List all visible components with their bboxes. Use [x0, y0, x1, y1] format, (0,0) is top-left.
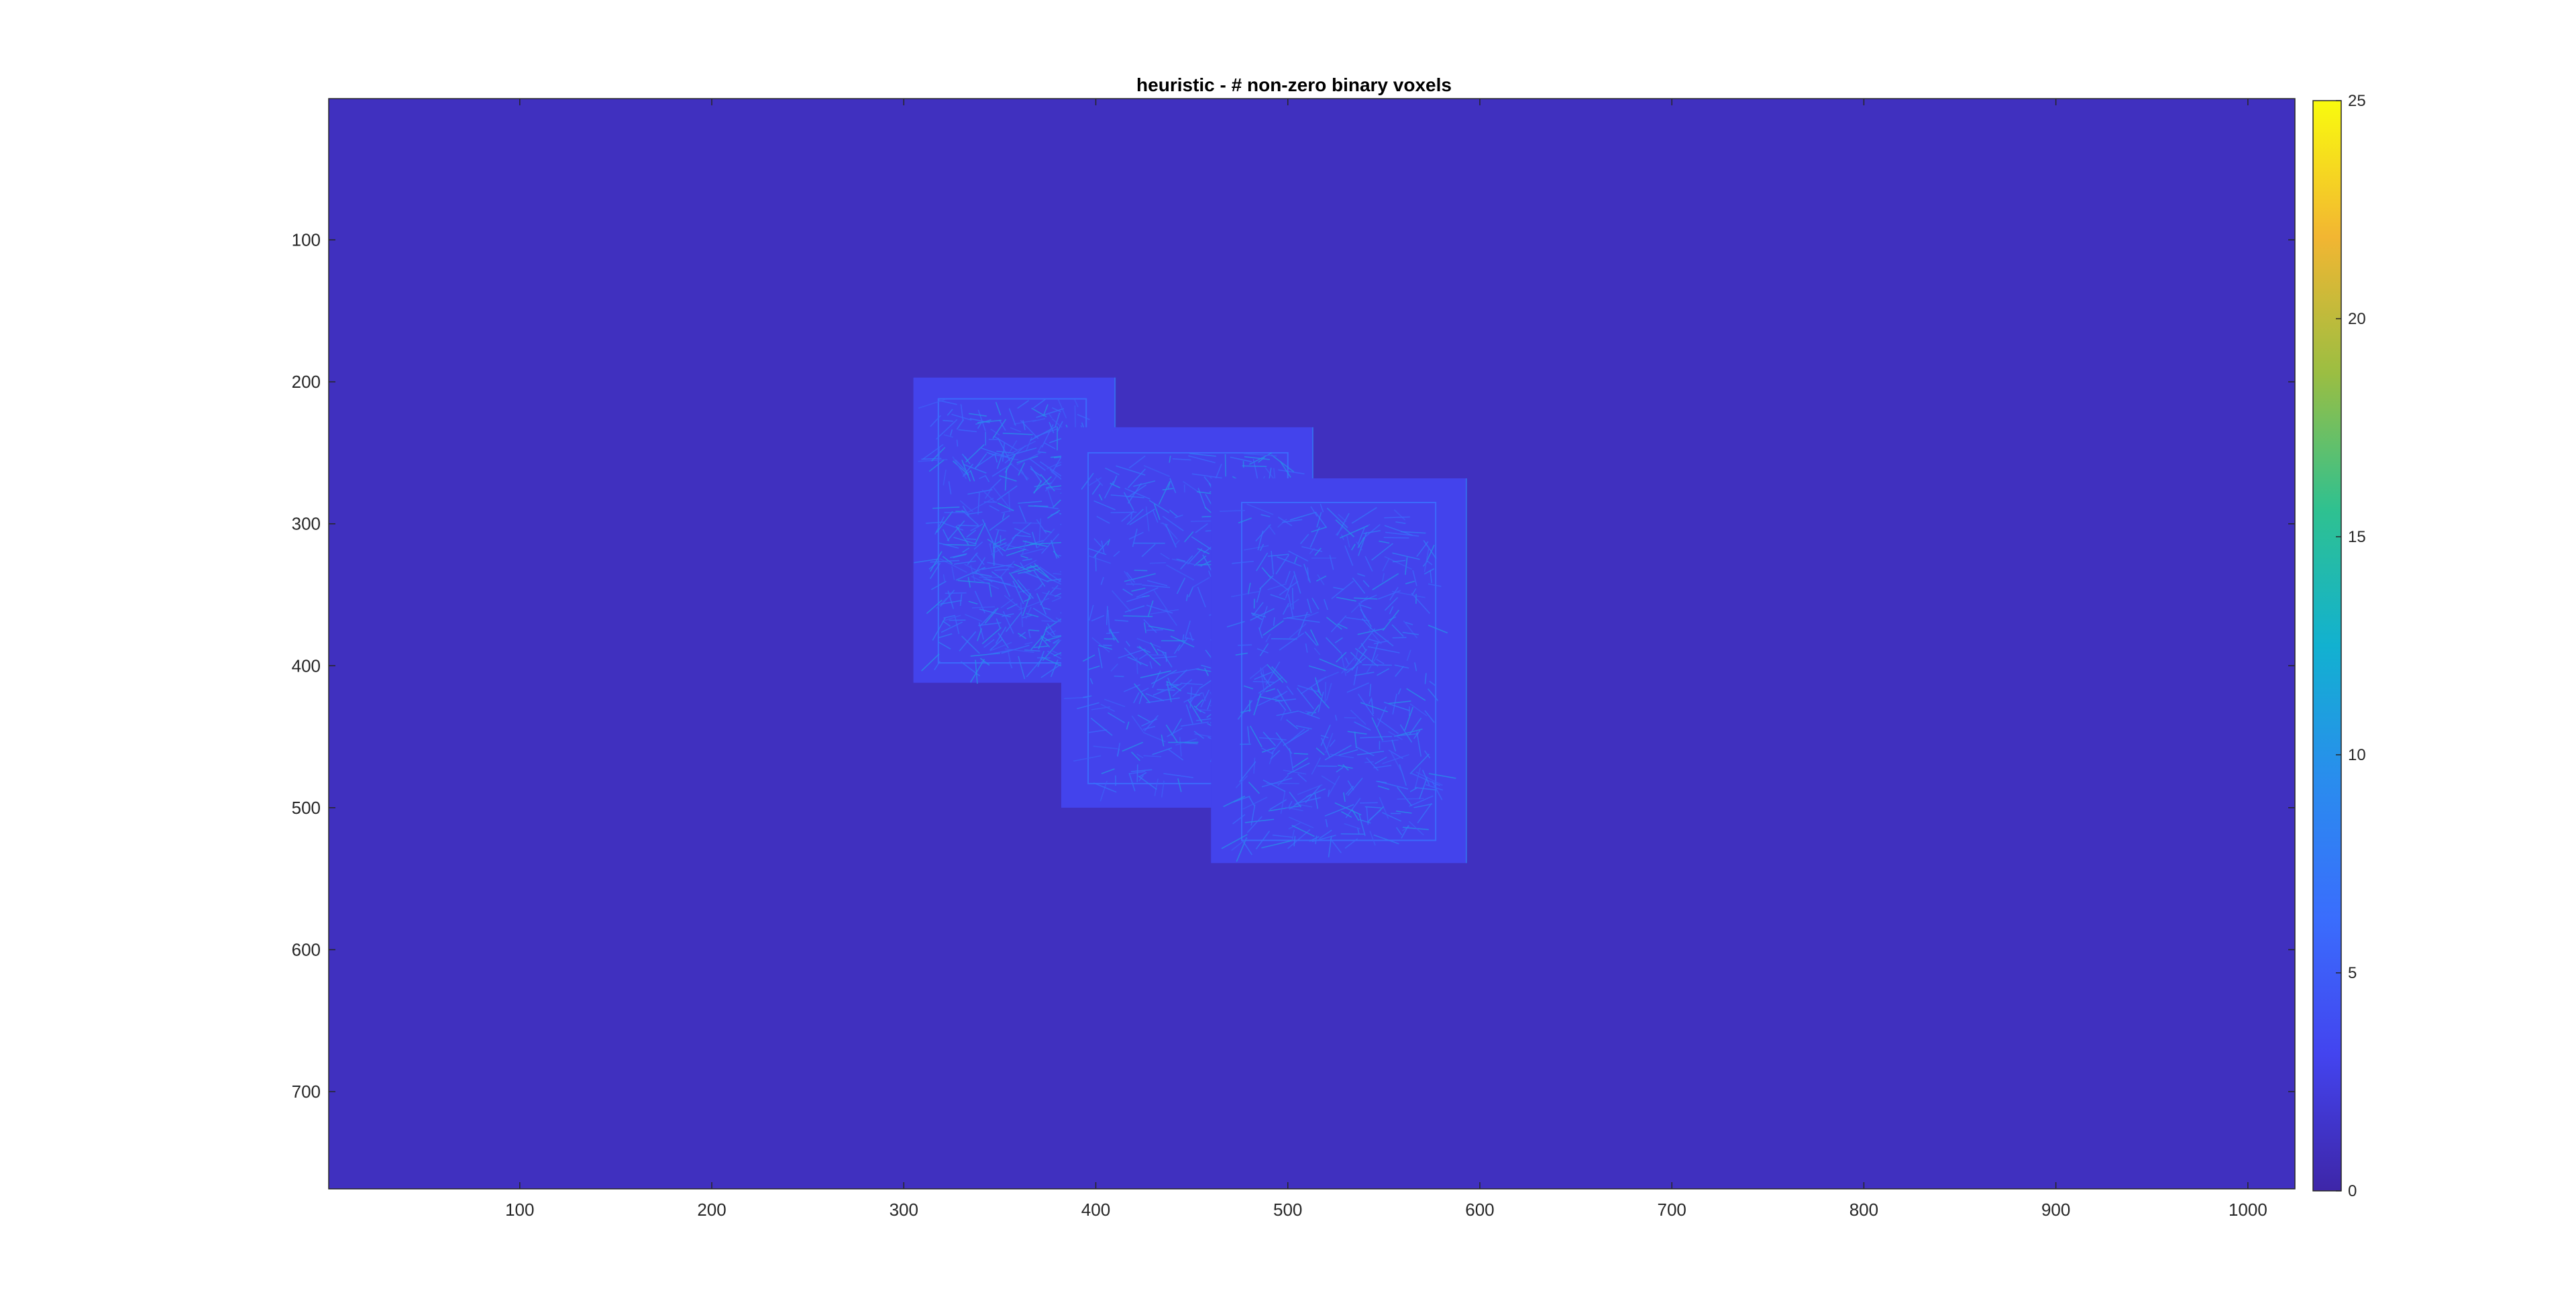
colorbar-tick-label: 20 — [2348, 310, 2366, 328]
x-tick-label: 300 — [890, 1200, 918, 1220]
y-axis: 100 200 300 400 500 600 700 — [292, 230, 2295, 1102]
y-tick-label: 500 — [292, 798, 321, 818]
x-tick-label: 600 — [1465, 1200, 1494, 1220]
colorbar-tick-label: 25 — [2348, 92, 2366, 110]
y-tick-label: 600 — [292, 939, 321, 959]
card-edge-texture — [914, 399, 1099, 684]
card-edge-texture — [1219, 503, 1456, 862]
colorbar: 0 5 10 15 20 25 — [2312, 92, 2366, 1200]
x-tick-label: 900 — [2041, 1200, 2070, 1220]
colorbar-tick-label: 0 — [2348, 1182, 2357, 1200]
colorbar-tick-label: 15 — [2348, 528, 2366, 546]
x-tick-label: 500 — [1273, 1200, 1302, 1220]
colorbar-ticks: 0 5 10 15 20 25 — [2336, 92, 2366, 1200]
y-tick-label: 400 — [292, 655, 321, 676]
x-tick-label: 400 — [1081, 1200, 1110, 1220]
y-tick-label: 700 — [292, 1082, 321, 1102]
y-tick-label: 200 — [292, 372, 321, 392]
colorbar-gradient — [2312, 100, 2342, 1192]
x-tick-label: 1000 — [2229, 1200, 2267, 1220]
colorbar-tick-label: 10 — [2348, 746, 2366, 764]
x-tick-label: 800 — [1849, 1200, 1878, 1220]
x-tick-label: 200 — [697, 1200, 726, 1220]
card-inner-frame — [1241, 501, 1437, 841]
card-3 — [1211, 478, 1467, 863]
x-axis: 100 200 300 400 500 600 700 800 900 1000 — [505, 99, 2267, 1220]
cards-layer — [913, 377, 1467, 863]
colorbar-tick-label: 5 — [2348, 964, 2357, 982]
chart-title: heuristic - # non-zero binary voxels — [1136, 74, 1452, 95]
image-plot — [328, 98, 2296, 1190]
plot-frame — [328, 98, 2296, 1190]
x-tick-label: 100 — [505, 1200, 534, 1220]
card-face — [1211, 478, 1466, 863]
y-tick-label: 100 — [292, 230, 321, 250]
x-tick-label: 700 — [1657, 1200, 1686, 1220]
y-tick-label: 300 — [292, 514, 321, 534]
